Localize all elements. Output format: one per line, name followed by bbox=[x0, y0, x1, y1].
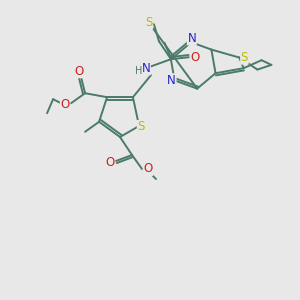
Text: N: N bbox=[188, 32, 196, 45]
Text: O: O bbox=[74, 65, 84, 78]
Text: S: S bbox=[241, 51, 248, 64]
Text: O: O bbox=[60, 98, 70, 111]
Text: O: O bbox=[190, 51, 200, 64]
Text: S: S bbox=[145, 16, 153, 29]
Text: O: O bbox=[105, 155, 115, 169]
Text: S: S bbox=[137, 121, 145, 134]
Text: N: N bbox=[142, 62, 150, 75]
Text: O: O bbox=[143, 163, 153, 176]
Text: N: N bbox=[167, 74, 176, 87]
Text: H: H bbox=[135, 66, 142, 76]
